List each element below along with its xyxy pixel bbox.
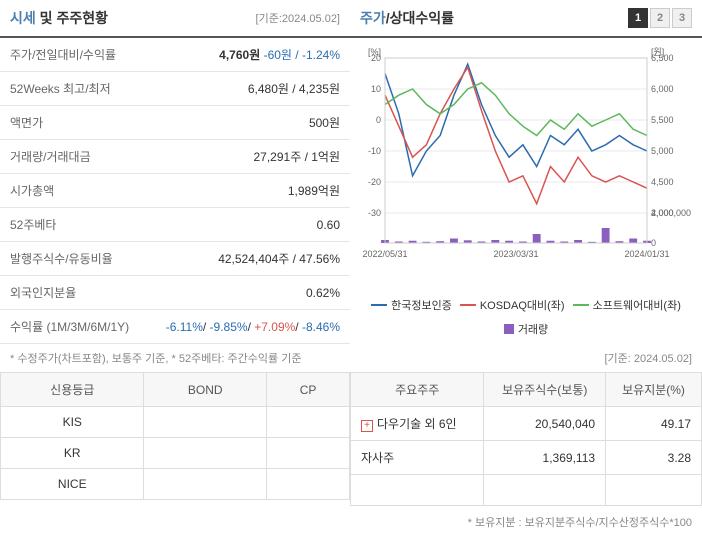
price-footnote: * 수정주가(차트포함), 보통주 기준, * 52주베타: 주간수익률 기준 xyxy=(0,344,350,372)
row-label: 52주베타 xyxy=(0,208,146,242)
svg-text:5,500: 5,500 xyxy=(651,115,674,125)
table-row: KIS xyxy=(1,407,350,438)
column-header: BOND xyxy=(144,373,267,407)
svg-text:5,000: 5,000 xyxy=(651,146,674,156)
column-header: 신용등급 xyxy=(1,373,144,407)
row-value: 0.60 xyxy=(146,208,350,242)
svg-text:-30: -30 xyxy=(368,208,381,218)
svg-text:2023/03/31: 2023/03/31 xyxy=(493,249,538,259)
price-table: 주가/전일대비/수익률4,760원 -60원 / -1.24%52Weeks 최… xyxy=(0,38,350,344)
chart-title: 주가/상대수익률 xyxy=(360,8,454,28)
row-label: 주가/전일대비/수익률 xyxy=(0,38,146,72)
row-value: 42,524,404주 / 47.56% xyxy=(146,242,350,276)
svg-text:0: 0 xyxy=(376,115,381,125)
svg-text:[%]: [%] xyxy=(368,47,381,57)
svg-text:2,000,000: 2,000,000 xyxy=(651,208,691,218)
svg-text:6,000: 6,000 xyxy=(651,84,674,94)
section-title: 시세 및 주주현황 xyxy=(10,8,108,28)
row-label: 발행주식수/유동비율 xyxy=(0,242,146,276)
chart-area: -30-20-10010204,0004,5005,0005,5006,0006… xyxy=(350,38,702,346)
shareholder-table: 주요주주보유주식수(보통)보유지분(%) +다우기술 외 6인20,540,04… xyxy=(350,372,702,506)
table-row: KR xyxy=(1,438,350,469)
chart-tabs: 123 xyxy=(628,8,692,28)
table-row: 외국인지분율0.62% xyxy=(0,276,350,310)
title-accent: 시세 xyxy=(10,10,36,26)
row-label: 52Weeks 최고/최저 xyxy=(0,72,146,106)
row-value: 0.62% xyxy=(146,276,350,310)
table-row: 발행주식수/유동비율42,524,404주 / 47.56% xyxy=(0,242,350,276)
legend-item: KOSDAQ대비(좌) xyxy=(460,297,565,313)
chart-tab-1[interactable]: 1 xyxy=(628,8,648,28)
row-label: 거래량/거래대금 xyxy=(0,140,146,174)
shareholder-footnote: * 보유지분 : 보유지분주식수/지수산정주식수*100 xyxy=(350,506,702,538)
column-header: CP xyxy=(267,373,350,407)
svg-text:4,500: 4,500 xyxy=(651,177,674,187)
chart-date-ref: [기준: 2024.05.02] xyxy=(350,346,702,370)
row-value: 27,291주 / 1억원 xyxy=(146,140,350,174)
svg-text:2024/01/31: 2024/01/31 xyxy=(624,249,669,259)
row-value: 6,480원 / 4,235원 xyxy=(146,72,350,106)
row-value: 1,989억원 xyxy=(146,174,350,208)
table-row: 52Weeks 최고/최저6,480원 / 4,235원 xyxy=(0,72,350,106)
table-row: 액면가500원 xyxy=(0,106,350,140)
legend-item: 한국정보인증 xyxy=(371,297,452,313)
rating-table: 신용등급BONDCP KISKRNICE xyxy=(0,372,350,500)
table-row: NICE xyxy=(1,469,350,500)
legend-item: 소프트웨어대비(좌) xyxy=(573,297,681,313)
table-row: 거래량/거래대금27,291주 / 1억원 xyxy=(0,140,350,174)
table-row: 52주베타0.60 xyxy=(0,208,350,242)
legend-item: 거래량 xyxy=(504,321,548,337)
table-row: 시가총액1,989억원 xyxy=(0,174,350,208)
svg-text:10: 10 xyxy=(371,84,381,94)
row-label: 수익률 (1M/3M/6M/1Y) xyxy=(0,310,146,344)
chart-tab-3[interactable]: 3 xyxy=(672,8,692,28)
row-label: 외국인지분율 xyxy=(0,276,146,310)
table-row: 주가/전일대비/수익률4,760원 -60원 / -1.24% xyxy=(0,38,350,72)
expand-icon[interactable]: + xyxy=(361,420,373,432)
chart-legend: 한국정보인증 KOSDAQ대비(좌) 소프트웨어대비(좌) 거래량 xyxy=(355,293,697,341)
column-header: 주요주주 xyxy=(351,373,484,407)
svg-text:0: 0 xyxy=(651,238,656,248)
svg-text:2022/05/31: 2022/05/31 xyxy=(362,249,407,259)
column-header: 보유주식수(보통) xyxy=(484,373,606,407)
date-reference: [기준:2024.05.02] xyxy=(256,10,340,26)
line-chart: -30-20-10010204,0004,5005,0005,5006,0006… xyxy=(355,43,697,293)
row-label: 액면가 xyxy=(0,106,146,140)
table-row: +다우기술 외 6인20,540,04049.17 xyxy=(351,407,702,441)
row-value: 4,760원 -60원 / -1.24% xyxy=(146,38,350,72)
row-value: -6.11%/ -9.85%/ +7.09%/ -8.46% xyxy=(146,310,350,344)
row-value: 500원 xyxy=(146,106,350,140)
svg-text:[원]: [원] xyxy=(651,47,664,57)
row-label: 시가총액 xyxy=(0,174,146,208)
chart-tab-2[interactable]: 2 xyxy=(650,8,670,28)
table-row: 수익률 (1M/3M/6M/1Y)-6.11%/ -9.85%/ +7.09%/… xyxy=(0,310,350,344)
table-row: 자사주1,369,1133.28 xyxy=(351,441,702,475)
column-header: 보유지분(%) xyxy=(606,373,702,407)
svg-text:-20: -20 xyxy=(368,177,381,187)
svg-text:-10: -10 xyxy=(368,146,381,156)
